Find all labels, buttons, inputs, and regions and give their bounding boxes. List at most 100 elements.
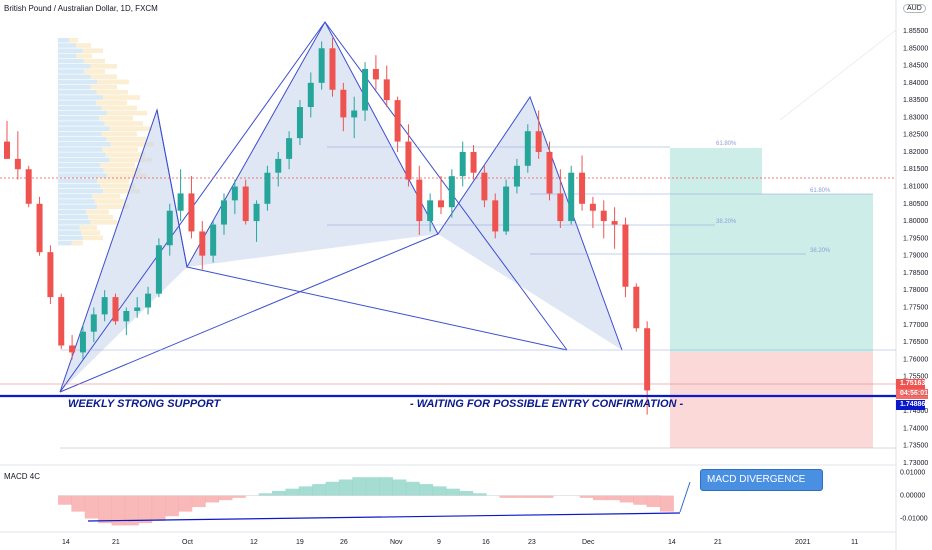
stop-zone [670,352,873,448]
volume-profile-bar-down [101,131,137,137]
volume-profile-bar-up [58,168,104,173]
candle-body [112,297,119,322]
macd-bar [338,479,353,496]
volume-profile-bar-up [58,225,80,230]
volume-profile-bar-up [58,58,84,64]
volume-profile-bar-down [103,188,140,194]
price-axis-label: 1.84500 [903,63,928,70]
volume-profile-bar-down [105,152,145,157]
candle-body [210,224,217,256]
macd-bar [272,490,286,496]
candle-body [275,158,282,173]
volume-profile-bar-down [69,38,78,43]
macd-bar [499,495,514,498]
candle-body [633,286,640,329]
candle-body [134,307,141,311]
macd-bar [379,477,393,496]
volume-profile-bar-up [58,230,82,235]
current-price-tag: 1.75163 [896,379,926,389]
price-axis-label: 1.78000 [903,287,928,294]
price-axis-label: 1.78500 [903,270,928,277]
candle-body [611,221,618,225]
volume-profile-bar-down [109,126,152,131]
volume-profile-bar-down [90,84,117,90]
symbol-title[interactable]: British Pound / Australian Dollar, 1D, F… [4,4,158,13]
volume-profile-bar-down [100,162,135,168]
candle-body [416,179,423,222]
macd-bar [646,495,661,508]
time-axis-label: Oct [182,539,193,546]
candle-body [405,141,412,180]
volume-profile-bar-down [79,225,97,230]
price-axis-label: 1.77000 [903,322,928,329]
macd-title[interactable]: MACD 4C [4,472,41,481]
candle-body [362,69,369,111]
macd-bar [98,495,113,524]
candle-body [568,172,575,222]
macd-histogram [58,477,674,526]
volume-profile-bar-up [58,178,98,183]
candle-body [253,203,260,222]
candle-body [644,328,651,391]
macd-bar [298,486,313,496]
candle-body [69,345,76,353]
candle-body [221,200,227,225]
volume-profile-bar-up [58,48,83,53]
candle-body [318,48,325,83]
macd-bar [205,495,220,503]
volume-profile-bar-down [90,64,117,69]
macd-bar [472,493,487,496]
time-axis-label: 11 [851,539,858,546]
candle-body [36,203,43,253]
volume-profile-bar-up [58,136,107,142]
volume-profile-bar-up [58,214,89,220]
volume-profile-bar-up [58,204,98,209]
volume-profile-bar-up [58,69,84,74]
volume-profile-bar-up [58,131,102,137]
fib-label-left-618: 61.80% [716,141,737,147]
volume-profile-bar-up [58,116,100,121]
candle-body [14,158,21,170]
volume-profile-bar-up [58,84,91,90]
macd-bar [526,495,541,498]
macd-bar [593,495,607,501]
currency-badge[interactable]: AUD [903,4,926,13]
volume-profile-bar-down [100,183,135,189]
volume-profile-bar-down [90,74,117,79]
volume-profile-bar-up [58,74,91,79]
time-axis-label: 14 [62,539,70,546]
volume-profile-bar-down [71,240,83,246]
macd-bar [285,488,300,496]
support-annotation: WEEKLY STRONG SUPPORT [68,398,221,410]
candle-body [394,100,401,142]
pattern-bcd-triangle-right [438,97,622,350]
volume-profile-bar-down [97,79,129,85]
volume-profile-bar-up [58,64,91,69]
volume-profile-bar-down [106,110,147,116]
price-axis-label: 1.85000 [903,45,928,52]
macd-bar [579,495,594,498]
time-axis-label: 12 [250,539,258,546]
time-axis-label: 21 [714,539,722,546]
volume-profile-bar-up [58,152,106,157]
entry-annotation: - WAITING FOR POSSIBLE ENTRY CONFIRMATIO… [410,398,684,410]
volume-profile-bar-down [97,178,129,183]
macd-bar [619,495,634,503]
macd-bar [325,481,340,496]
volume-profile-bar-down [101,105,137,111]
candle-body [286,138,293,159]
candle-body [90,314,97,332]
volume-profile-bar-up [58,100,96,105]
time-axis-label: 19 [296,539,304,546]
macd-bar [392,479,407,496]
macd-bar [151,495,166,521]
trend-extension-line [779,29,897,121]
volume-profile-bar-up [58,110,107,116]
candle-body [231,186,238,201]
candle-body [199,231,206,256]
fib-label-right-618: 61.80% [810,188,831,194]
macd-divergence-line [87,512,681,522]
candle-body [4,141,10,159]
